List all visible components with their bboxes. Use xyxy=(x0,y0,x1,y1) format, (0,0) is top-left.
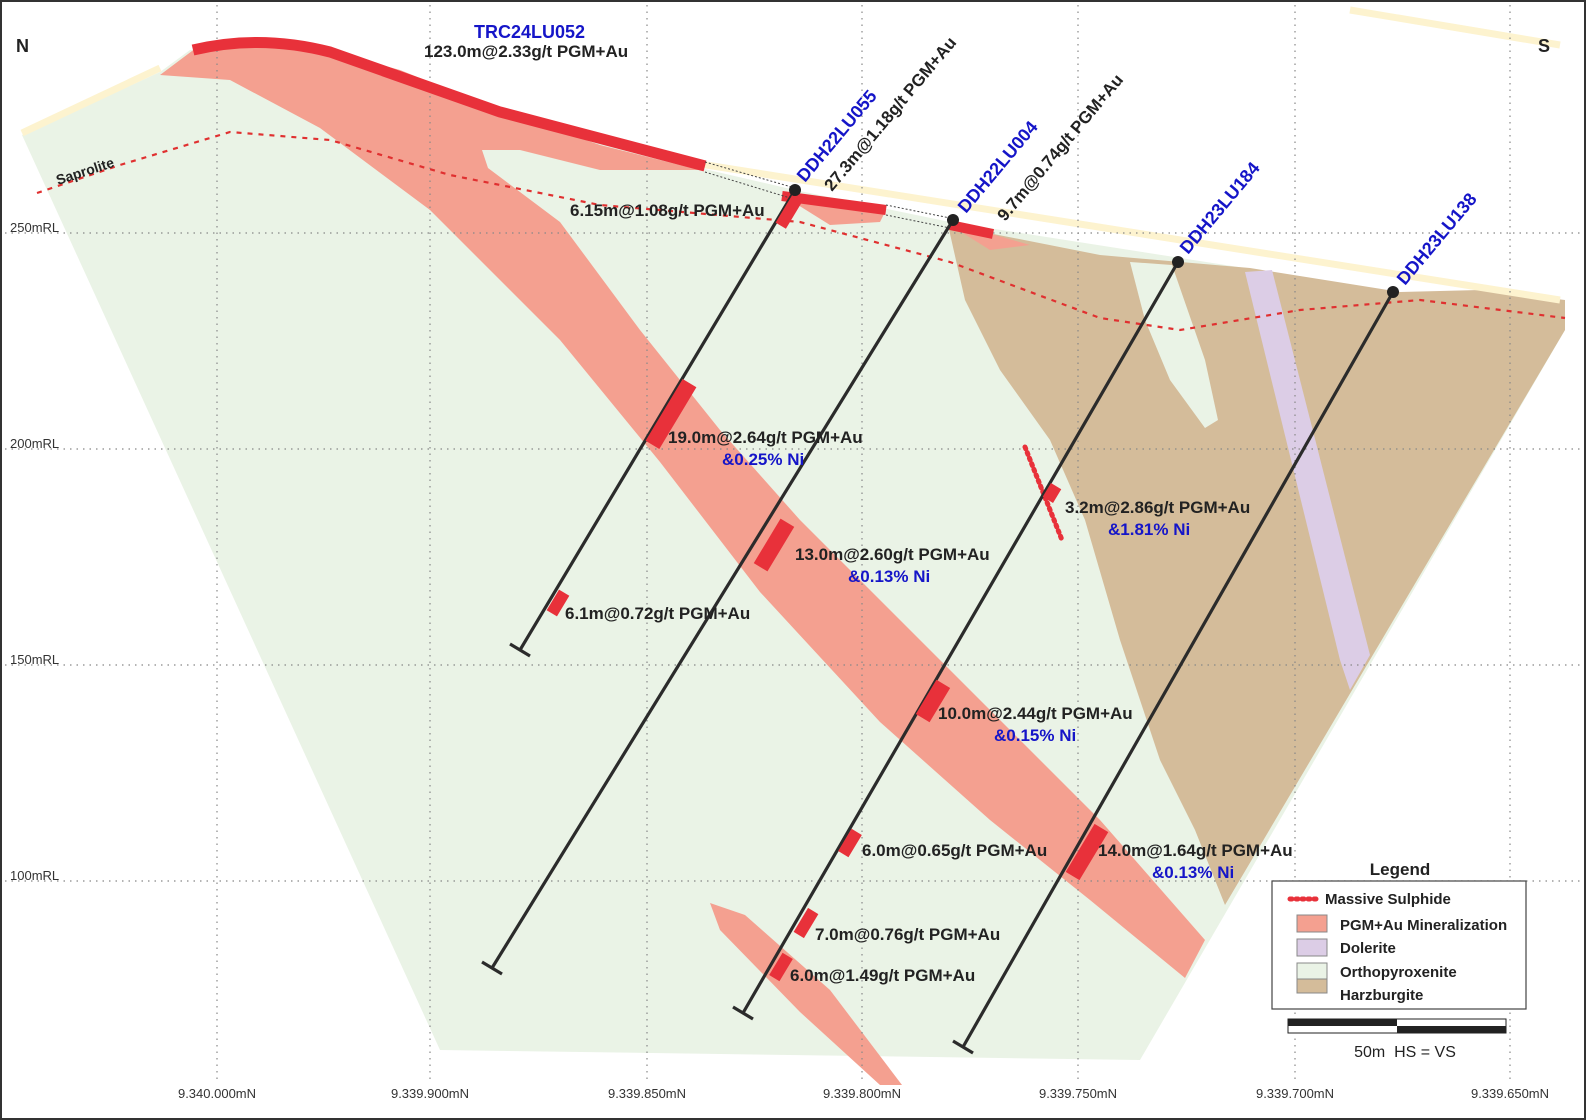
legend-title: Legend xyxy=(1370,860,1430,879)
legend-label: Massive Sulphide xyxy=(1325,891,1451,908)
nickel-label: &0.13% Ni xyxy=(1152,863,1234,882)
intercept-label: 6.0m@0.65g/t PGM+Au xyxy=(862,841,1047,860)
collar-icon xyxy=(1172,256,1184,268)
northing-label: 9.339.700mN xyxy=(1256,1086,1334,1101)
northing-label: 9.339.900mN xyxy=(391,1086,469,1101)
grid xyxy=(5,5,1580,1080)
collar-icon xyxy=(947,214,959,226)
orthopyroxenite-wedge xyxy=(1130,262,1218,428)
northing-label: 9.339.650mN xyxy=(1471,1086,1549,1101)
high-grade-surface-trc xyxy=(191,37,707,172)
harzburgite-swatch xyxy=(1296,978,1328,994)
topography-projection xyxy=(704,161,951,229)
intercept-label: 6.1m@0.72g/t PGM+Au xyxy=(565,604,750,623)
nickel-label: &0.15% Ni xyxy=(994,726,1076,745)
pgm-mineralization-pod xyxy=(790,200,885,225)
intercept-label: 3.2m@2.86g/t PGM+Au xyxy=(1065,498,1250,517)
legend-label: Orthopyroxenite xyxy=(1340,964,1457,981)
intercept-label: 19.0m@2.64g/t PGM+Au xyxy=(668,428,863,447)
northing-label: 9.339.800mN xyxy=(823,1086,901,1101)
drill-hole-ddh23lu138[interactable] xyxy=(952,286,1399,1055)
rl-label: 100mRL xyxy=(10,868,59,883)
legend-label: Dolerite xyxy=(1340,940,1396,957)
orthopyroxenite-swatch xyxy=(1296,962,1328,980)
intercept-label: 6.15m@1.08g/t PGM+Au xyxy=(570,201,765,220)
nickel-label: &1.81% Ni xyxy=(1108,520,1190,539)
scale-label: 50m HS = VS xyxy=(1354,1044,1456,1061)
pgm-mineralization-main xyxy=(160,40,1205,978)
legend-label: Harzburgite xyxy=(1340,987,1423,1004)
intercept-label: 123.0m@2.33g/t PGM+Au xyxy=(424,42,628,61)
rl-label: 200mRL xyxy=(10,436,59,451)
high-grade-surface-ddh055 xyxy=(781,191,887,215)
intercept-label: 6.0m@1.49g/t PGM+Au xyxy=(790,966,975,985)
intercept-label: 7.0m@0.76g/t PGM+Au xyxy=(815,925,1000,944)
pgm-mineralization-lower xyxy=(710,903,902,1085)
northing-label: 9.339.850mN xyxy=(608,1086,686,1101)
intercept-bars xyxy=(546,195,1109,982)
intercept-label: 10.0m@2.44g/t PGM+Au xyxy=(938,704,1133,723)
hole-label-trc24lu052: TRC24LU052 xyxy=(474,22,585,42)
collar-icon xyxy=(789,184,801,196)
north-label: N xyxy=(16,36,29,56)
northing-label: 9.339.750mN xyxy=(1039,1086,1117,1101)
south-label: S xyxy=(1538,36,1550,56)
intercept-label: 14.0m@1.64g/t PGM+Au xyxy=(1098,841,1293,860)
northing-label: 9.340.000mN xyxy=(178,1086,256,1101)
dolerite-dyke xyxy=(1245,270,1370,690)
scale-bar: 50m HS = VS xyxy=(1287,1018,1507,1061)
dolerite-swatch xyxy=(1296,938,1328,957)
nickel-label: &0.13% Ni xyxy=(848,567,930,586)
drill-hole-ddh22lu004[interactable] xyxy=(481,214,959,976)
drill-hole-ddh23lu184[interactable] xyxy=(732,256,1184,1021)
high-grade-surface-ddh004 xyxy=(948,220,995,239)
rl-label: 150mRL xyxy=(10,652,59,667)
collar-icon xyxy=(1387,286,1399,298)
legend-label: PGM+Au Mineralization xyxy=(1340,917,1507,934)
nickel-label: &0.25% Ni xyxy=(722,450,804,469)
oxide-cap xyxy=(20,6,1561,304)
pgm-swatch xyxy=(1296,914,1328,933)
drill-hole-ddh22lu055[interactable] xyxy=(509,184,801,658)
legend: Legend Massive Sulphide PGM+Au Mineraliz… xyxy=(1271,860,1527,1010)
saprolite-boundary xyxy=(36,130,1566,332)
rl-label: 250mRL xyxy=(10,220,59,235)
intercept-label: 13.0m@2.60g/t PGM+Au xyxy=(795,545,990,564)
